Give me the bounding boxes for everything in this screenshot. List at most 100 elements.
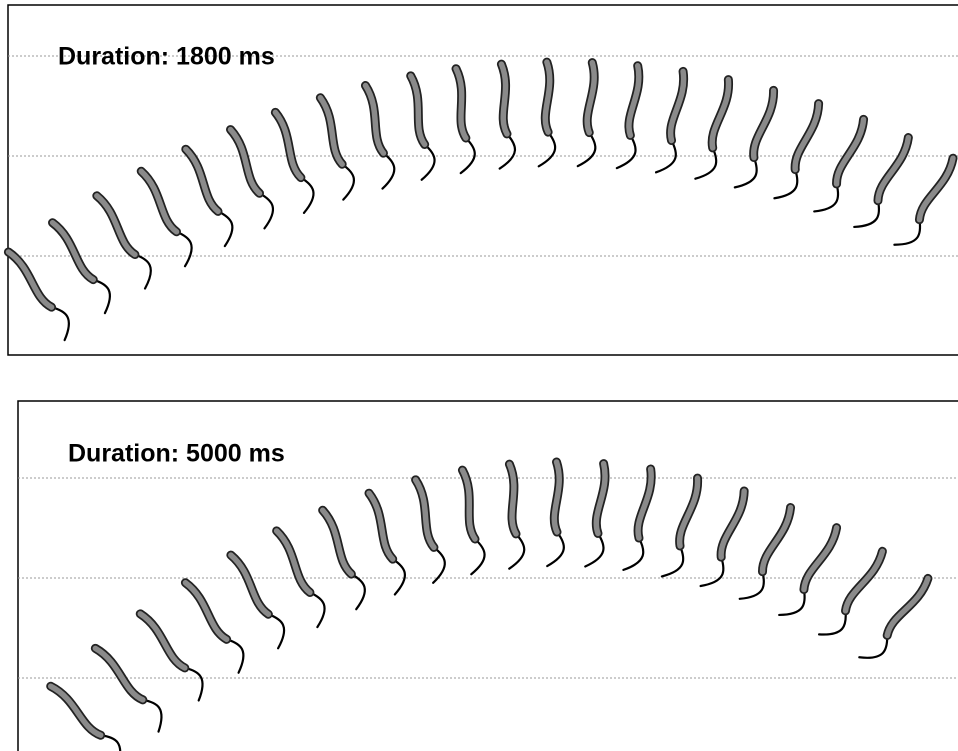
stroke-body (453, 65, 469, 141)
stroke-glyph (496, 59, 517, 170)
stroke-tail (584, 532, 605, 568)
stroke-body (366, 490, 396, 562)
stroke-body (183, 146, 221, 215)
stroke-body (412, 477, 437, 551)
stroke-glyph (451, 64, 476, 175)
stroke-body (407, 73, 428, 148)
panel: Duration: 5000 ms (17, 400, 958, 751)
stroke-body (551, 459, 562, 535)
stroke-glyph (654, 66, 689, 174)
stroke-glyph (3, 247, 70, 342)
stroke-body (751, 87, 777, 161)
stroke-tail (341, 163, 355, 201)
stroke-glyph (46, 681, 122, 751)
stroke-tail (432, 546, 446, 584)
stroke-body (362, 82, 387, 156)
stroke-tail (498, 132, 517, 170)
stroke-glyph (226, 125, 275, 230)
stroke-body (137, 611, 188, 671)
stroke-tail (615, 134, 637, 170)
stroke-glyph (406, 71, 436, 181)
stroke-glyph (364, 488, 406, 596)
stroke-tail (508, 532, 526, 570)
stroke-body (459, 467, 478, 542)
stroke-body (801, 524, 840, 593)
stroke-body (272, 109, 304, 181)
stroke-tail (459, 136, 476, 175)
stroke-glyph (270, 107, 315, 214)
stroke-glyph (853, 133, 913, 229)
strokes (3, 57, 958, 751)
stroke-glyph (660, 473, 703, 578)
stroke-glyph (733, 85, 779, 189)
stroke-tail (258, 192, 275, 230)
stroke-glyph (457, 465, 486, 576)
stroke-glyph (694, 75, 733, 180)
stroke-tail (537, 130, 557, 168)
stroke-body (542, 59, 553, 135)
stroke-body (875, 134, 912, 204)
stroke-tail (622, 536, 645, 571)
stroke-glyph (318, 505, 366, 611)
stroke-tail (391, 557, 406, 596)
stroke-glyph (584, 459, 610, 568)
stroke-body (667, 68, 687, 144)
stroke-glyph (615, 61, 644, 170)
stroke-glyph (537, 57, 557, 168)
panel-frame (17, 400, 958, 751)
stroke-body (498, 61, 510, 137)
stroke-body (138, 168, 180, 235)
stroke-glyph (226, 550, 286, 650)
panel-frame (7, 4, 958, 356)
stroke-body (833, 116, 867, 187)
stroke-body (227, 126, 263, 197)
stroke-body (635, 466, 654, 541)
stroke-body (94, 193, 138, 258)
stroke-glyph (135, 609, 204, 702)
stroke-body (884, 575, 931, 639)
stroke-tail (576, 131, 597, 168)
stroke-body (709, 76, 732, 151)
stroke-body (718, 488, 747, 560)
stroke-glyph (90, 643, 163, 733)
stroke-glyph (92, 191, 152, 290)
stroke-tail (216, 210, 234, 248)
stroke-tail (546, 530, 565, 568)
stroke-glyph (699, 486, 749, 588)
stroke-tail (654, 139, 677, 174)
stroke-body (842, 548, 886, 614)
panel-title: Duration: 1800 ms (58, 43, 275, 71)
stroke-glyph (738, 503, 796, 600)
panel: Duration: 1800 ms (7, 4, 958, 356)
stroke-glyph (576, 58, 599, 168)
stroke-body (5, 249, 55, 310)
stroke-glyph (272, 526, 326, 629)
stroke-body (317, 94, 345, 167)
stroke-tail (381, 152, 396, 190)
stroke-glyph (181, 144, 234, 248)
stroke-tail (420, 143, 436, 181)
stroke-body (228, 552, 272, 617)
stroke-glyph (622, 464, 656, 571)
stroke-body (593, 460, 608, 537)
stroke-body (47, 683, 104, 738)
stroke-body (792, 100, 822, 173)
stroke-body (676, 475, 701, 549)
stroke-glyph (778, 523, 842, 617)
stroke-glyph (180, 578, 245, 674)
stroke-glyph (411, 475, 446, 584)
stroke-body (273, 528, 313, 596)
stroke-body (319, 507, 355, 577)
stroke-glyph (773, 99, 824, 200)
stroke-glyph (504, 459, 526, 570)
stroke-glyph (360, 81, 396, 190)
stroke-glyph (48, 218, 111, 315)
stroke-glyph (136, 166, 193, 268)
stroke-glyph (893, 153, 958, 246)
stroke-tail (350, 573, 366, 611)
stroke-body (759, 504, 794, 575)
stroke-tail (299, 176, 315, 214)
stroke-glyph (546, 457, 565, 568)
stroke-body (584, 59, 597, 136)
